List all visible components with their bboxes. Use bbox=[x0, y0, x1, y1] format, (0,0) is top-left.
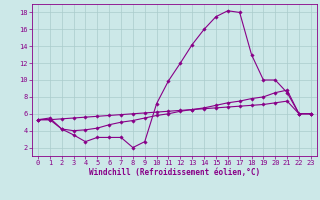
X-axis label: Windchill (Refroidissement éolien,°C): Windchill (Refroidissement éolien,°C) bbox=[89, 168, 260, 177]
